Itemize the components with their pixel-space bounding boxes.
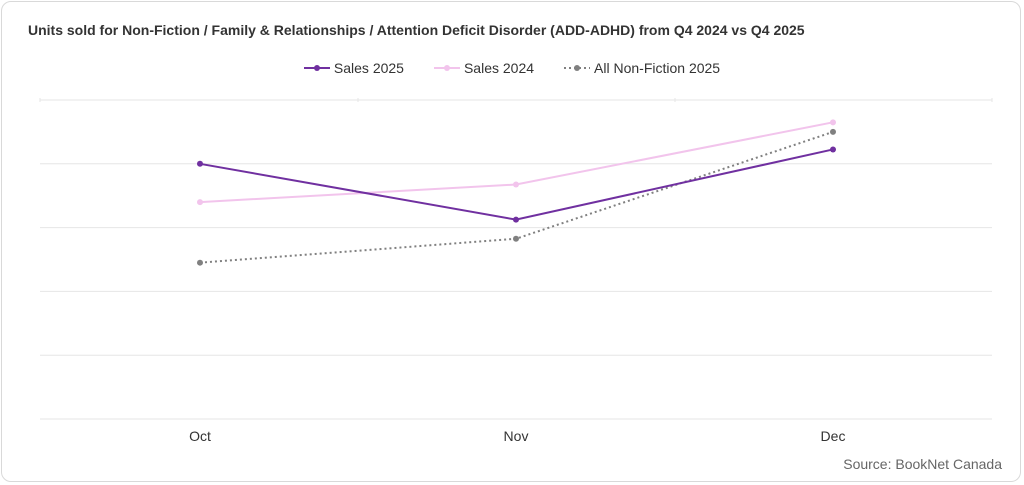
data-point-sales-2024-nov[interactable] (513, 181, 519, 188)
legend-label-sales-2025: Sales 2025 (333, 60, 404, 76)
legend-swatch-sales-2024 (433, 65, 460, 71)
legend-item-sales-2024[interactable]: Sales 2024 (433, 60, 535, 76)
x-tick-label-dec: Dec (821, 428, 846, 444)
data-point-all-non-fiction-2025-nov[interactable] (513, 235, 519, 242)
series-lines (197, 119, 836, 266)
data-point-sales-2024-oct[interactable] (197, 199, 203, 206)
legend-swatch-all-nonfiction-2025 (564, 65, 591, 71)
gridlines (39, 98, 993, 420)
chart-title: Units sold for Non-Fiction / Family & Re… (28, 22, 805, 38)
x-tick-label-nov: Nov (504, 428, 529, 444)
legend-swatch-sales-2025 (303, 65, 330, 71)
series-line-sales-2024[interactable] (199, 121, 834, 204)
data-point-all-non-fiction-2025-oct[interactable] (197, 259, 203, 266)
legend-label-all-nonfiction-2025: All Non-Fiction 2025 (594, 60, 721, 76)
chart-legend: Sales 2025 Sales 2024 All Non-Fiction 20… (0, 60, 1024, 76)
legend-label-sales-2024: Sales 2024 (463, 60, 535, 76)
source-note: Source: BookNet Canada (843, 456, 1002, 472)
x-axis-ticks: Oct Nov Dec (189, 428, 845, 444)
x-tick-label-oct: Oct (189, 428, 211, 444)
data-point-sales-2025-nov[interactable] (513, 216, 519, 223)
data-point-sales-2025-dec[interactable] (830, 146, 836, 153)
legend-item-sales-2025[interactable]: Sales 2025 (303, 60, 404, 76)
data-point-sales-2024-dec[interactable] (830, 119, 836, 126)
data-point-all-non-fiction-2025-dec[interactable] (830, 128, 836, 135)
legend-item-all-nonfiction-2025[interactable]: All Non-Fiction 2025 (564, 60, 720, 76)
data-point-sales-2025-oct[interactable] (197, 160, 203, 167)
